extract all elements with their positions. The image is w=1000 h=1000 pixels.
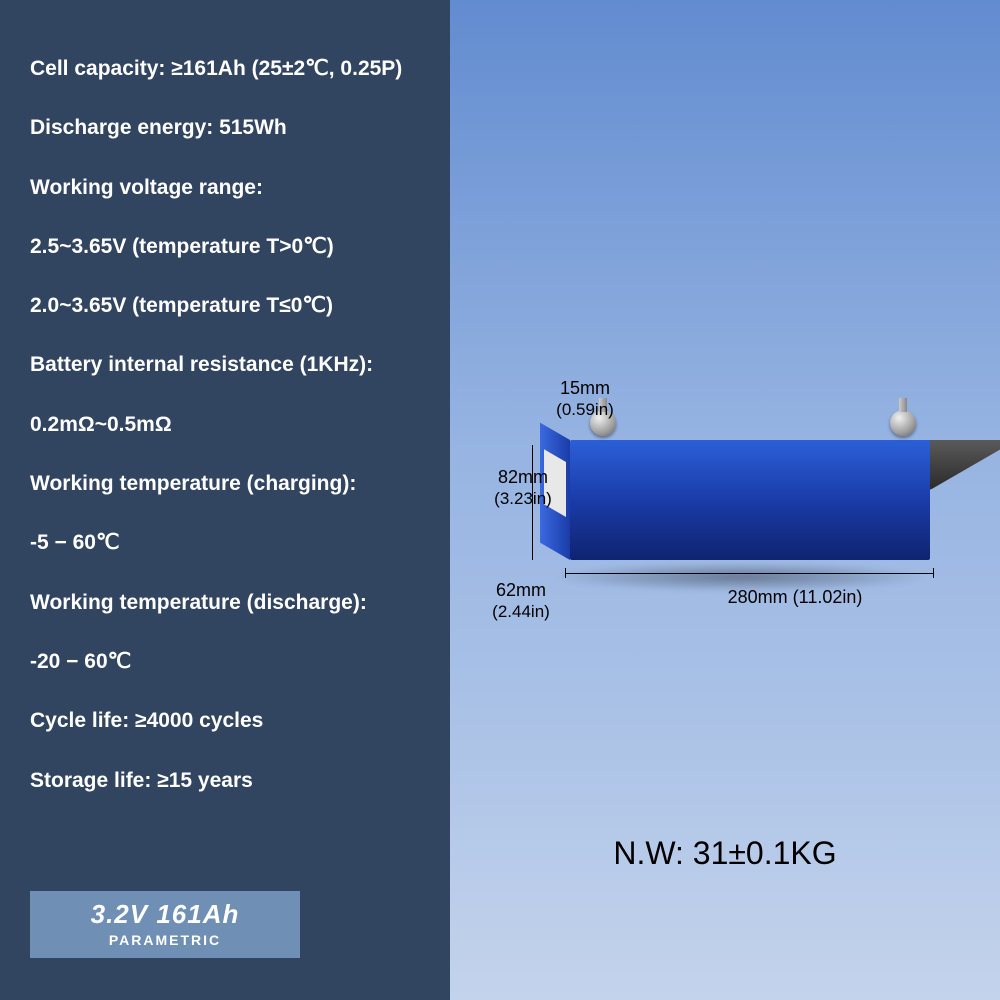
dim-value: 82mm	[498, 467, 548, 487]
spec-line: Discharge energy: 515Wh	[30, 114, 420, 141]
dim-height: 82mm (3.23in)	[487, 467, 559, 509]
dim-value-in: (3.23in)	[487, 489, 559, 509]
spec-line: Working voltage range:	[30, 174, 420, 201]
spec-line: Cycle life: ≥4000 cycles	[30, 707, 420, 734]
dim-width: 280mm (11.02in)	[710, 587, 880, 609]
rating-badge-sub: PARAMETRIC	[30, 932, 300, 948]
dim-value-in: (2.44in)	[482, 602, 560, 622]
dim-value-in: (0.59in)	[545, 400, 625, 420]
spec-line: 2.5~3.65V (temperature T>0℃)	[30, 233, 420, 260]
dim-value: 62mm	[496, 580, 546, 600]
dim-line	[565, 573, 933, 574]
rating-badge-main: 3.2V 161Ah	[30, 899, 300, 930]
dim-tick	[565, 568, 566, 578]
spec-line: 2.0~3.65V (temperature T≤0℃)	[30, 292, 420, 319]
dim-tick	[933, 568, 934, 578]
dim-depth: 62mm (2.44in)	[482, 580, 560, 622]
spec-line: Cell capacity: ≥161Ah (25±2℃, 0.25P)	[30, 55, 420, 82]
spec-line: 0.2mΩ~0.5mΩ	[30, 411, 420, 438]
dim-value: 280mm (11.02in)	[728, 587, 863, 607]
battery-terminal-right	[890, 410, 916, 436]
battery-illustration: 15mm (0.59in) 82mm (3.23in) 62mm (2.44in…	[490, 390, 970, 670]
spec-panel: Cell capacity: ≥161Ah (25±2℃, 0.25P) Dis…	[0, 0, 450, 1000]
battery-front-face	[570, 440, 930, 560]
dim-top: 15mm (0.59in)	[545, 378, 625, 420]
spec-line: Battery internal resistance (1KHz):	[30, 351, 420, 378]
spec-line: -20 − 60℃	[30, 648, 420, 675]
spec-line: Working temperature (charging):	[30, 470, 420, 497]
rating-badge: 3.2V 161Ah PARAMETRIC	[30, 891, 300, 958]
dim-value: 15mm	[560, 378, 610, 398]
spec-line: Storage life: ≥15 years	[30, 767, 420, 794]
spec-line: -5 − 60℃	[30, 529, 420, 556]
image-panel: 15mm (0.59in) 82mm (3.23in) 62mm (2.44in…	[450, 0, 1000, 1000]
net-weight: N.W: 31±0.1KG	[450, 835, 1000, 872]
spec-line: Working temperature (discharge):	[30, 589, 420, 616]
